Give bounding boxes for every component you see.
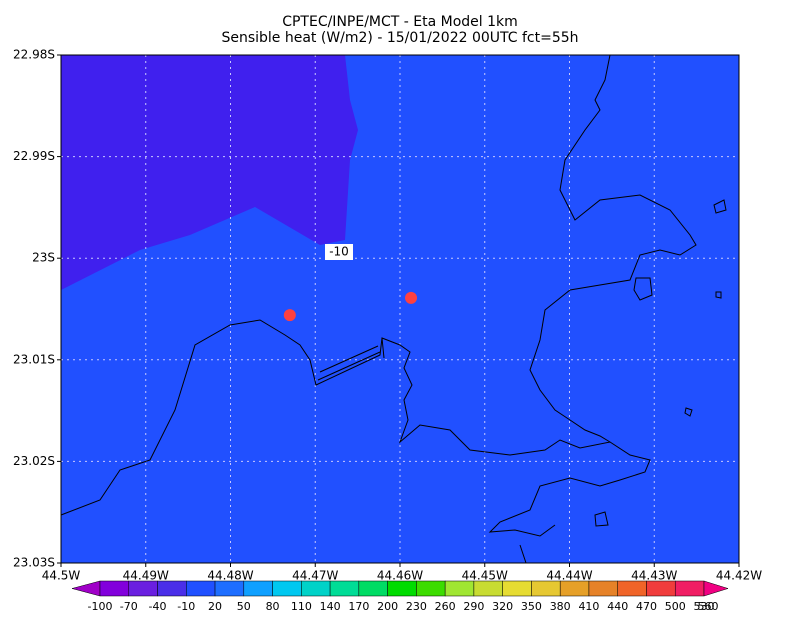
point-marker <box>283 309 296 322</box>
colorbar-label: 50 <box>237 600 251 613</box>
contour-label-box <box>325 244 353 260</box>
colorbar-box <box>243 580 273 597</box>
x-tick-label: 44.46W <box>377 569 423 583</box>
colorbar-label: -100 <box>88 600 113 613</box>
colorbar-box <box>99 580 130 597</box>
x-tick-label: 44.43W <box>631 569 677 583</box>
colorbar-label: 80 <box>266 600 280 613</box>
x-tick-label: 44.48W <box>207 569 253 583</box>
y-tick-label: 22.99S <box>13 149 55 163</box>
colorbar-label: -40 <box>149 600 167 613</box>
colorbar-box <box>157 580 187 597</box>
colorbar-label: 350 <box>521 600 542 613</box>
x-tick-label: 44.5W <box>42 569 81 583</box>
colorbar-label: 140 <box>320 600 341 613</box>
colorbar-box <box>646 580 676 597</box>
colorbar-label: 440 <box>607 600 628 613</box>
colorbar-box <box>128 580 158 597</box>
colorbar-label: 110 <box>291 600 312 613</box>
colorbar-box <box>214 580 245 597</box>
colorbar-box <box>301 580 331 597</box>
y-tick-label: 23.03S <box>13 556 55 570</box>
field-region <box>61 55 358 290</box>
chart-subtitle: Sensible heat (W/m2) - 15/01/2022 00UTC … <box>221 30 578 46</box>
y-tick-label: 23.02S <box>13 454 55 468</box>
colorbar-box <box>387 580 417 597</box>
colorbar-label: 230 <box>406 600 427 613</box>
colorbar-box <box>358 580 388 597</box>
x-tick-label: 44.42W <box>716 569 762 583</box>
x-tick-label: 44.44W <box>546 569 592 583</box>
y-tick-label: 23.01S <box>13 352 55 366</box>
coast <box>317 337 385 381</box>
colorbar-box <box>617 580 647 597</box>
colorbar-box <box>531 580 561 597</box>
x-tick-label: 44.45W <box>462 569 508 583</box>
colorbar-label: 260 <box>435 600 456 613</box>
colorbar-label: 20 <box>208 600 222 613</box>
colorbar-box <box>502 580 532 597</box>
point-marker <box>405 291 418 304</box>
colorbar-box <box>329 580 360 597</box>
colorbar-label: 470 <box>636 600 657 613</box>
colorbar-arrow <box>71 580 101 597</box>
x-tick-label: 44.47W <box>292 569 338 583</box>
colorbar-label: 380 <box>550 600 571 613</box>
colorbar-box <box>416 580 446 597</box>
colorbar-label: 410 <box>578 600 599 613</box>
coast <box>519 199 727 564</box>
y-tick-label: 23S <box>32 251 55 265</box>
colorbar-label: 560 <box>698 600 719 613</box>
colorbar-label: 530 <box>694 600 715 613</box>
colorbar-box <box>559 580 590 597</box>
colorbar-box <box>674 580 705 597</box>
colorbar-box <box>272 580 302 597</box>
coast <box>60 319 651 537</box>
colorbar-label: -70 <box>120 600 138 613</box>
colorbar-label: 500 <box>665 600 686 613</box>
colorbar-label: 290 <box>463 600 484 613</box>
colorbar-box <box>186 580 216 597</box>
colorbar-label: 320 <box>492 600 513 613</box>
colorbar-label: -10 <box>177 600 195 613</box>
coastline <box>60 54 727 564</box>
colorbar-box <box>473 580 503 597</box>
colorbar-label: 170 <box>348 600 369 613</box>
chart-title: CPTEC/INPE/MCT - Eta Model 1km <box>282 14 518 30</box>
contour-label: -10 <box>329 245 349 259</box>
coast <box>529 54 697 443</box>
colorbar-arrow <box>703 580 729 597</box>
colorbar-box <box>444 580 475 597</box>
colorbar-label: 200 <box>377 600 398 613</box>
colorbar-box <box>588 580 618 597</box>
y-tick-label: 22.98S <box>13 48 55 62</box>
x-tick-label: 44.49W <box>123 569 169 583</box>
